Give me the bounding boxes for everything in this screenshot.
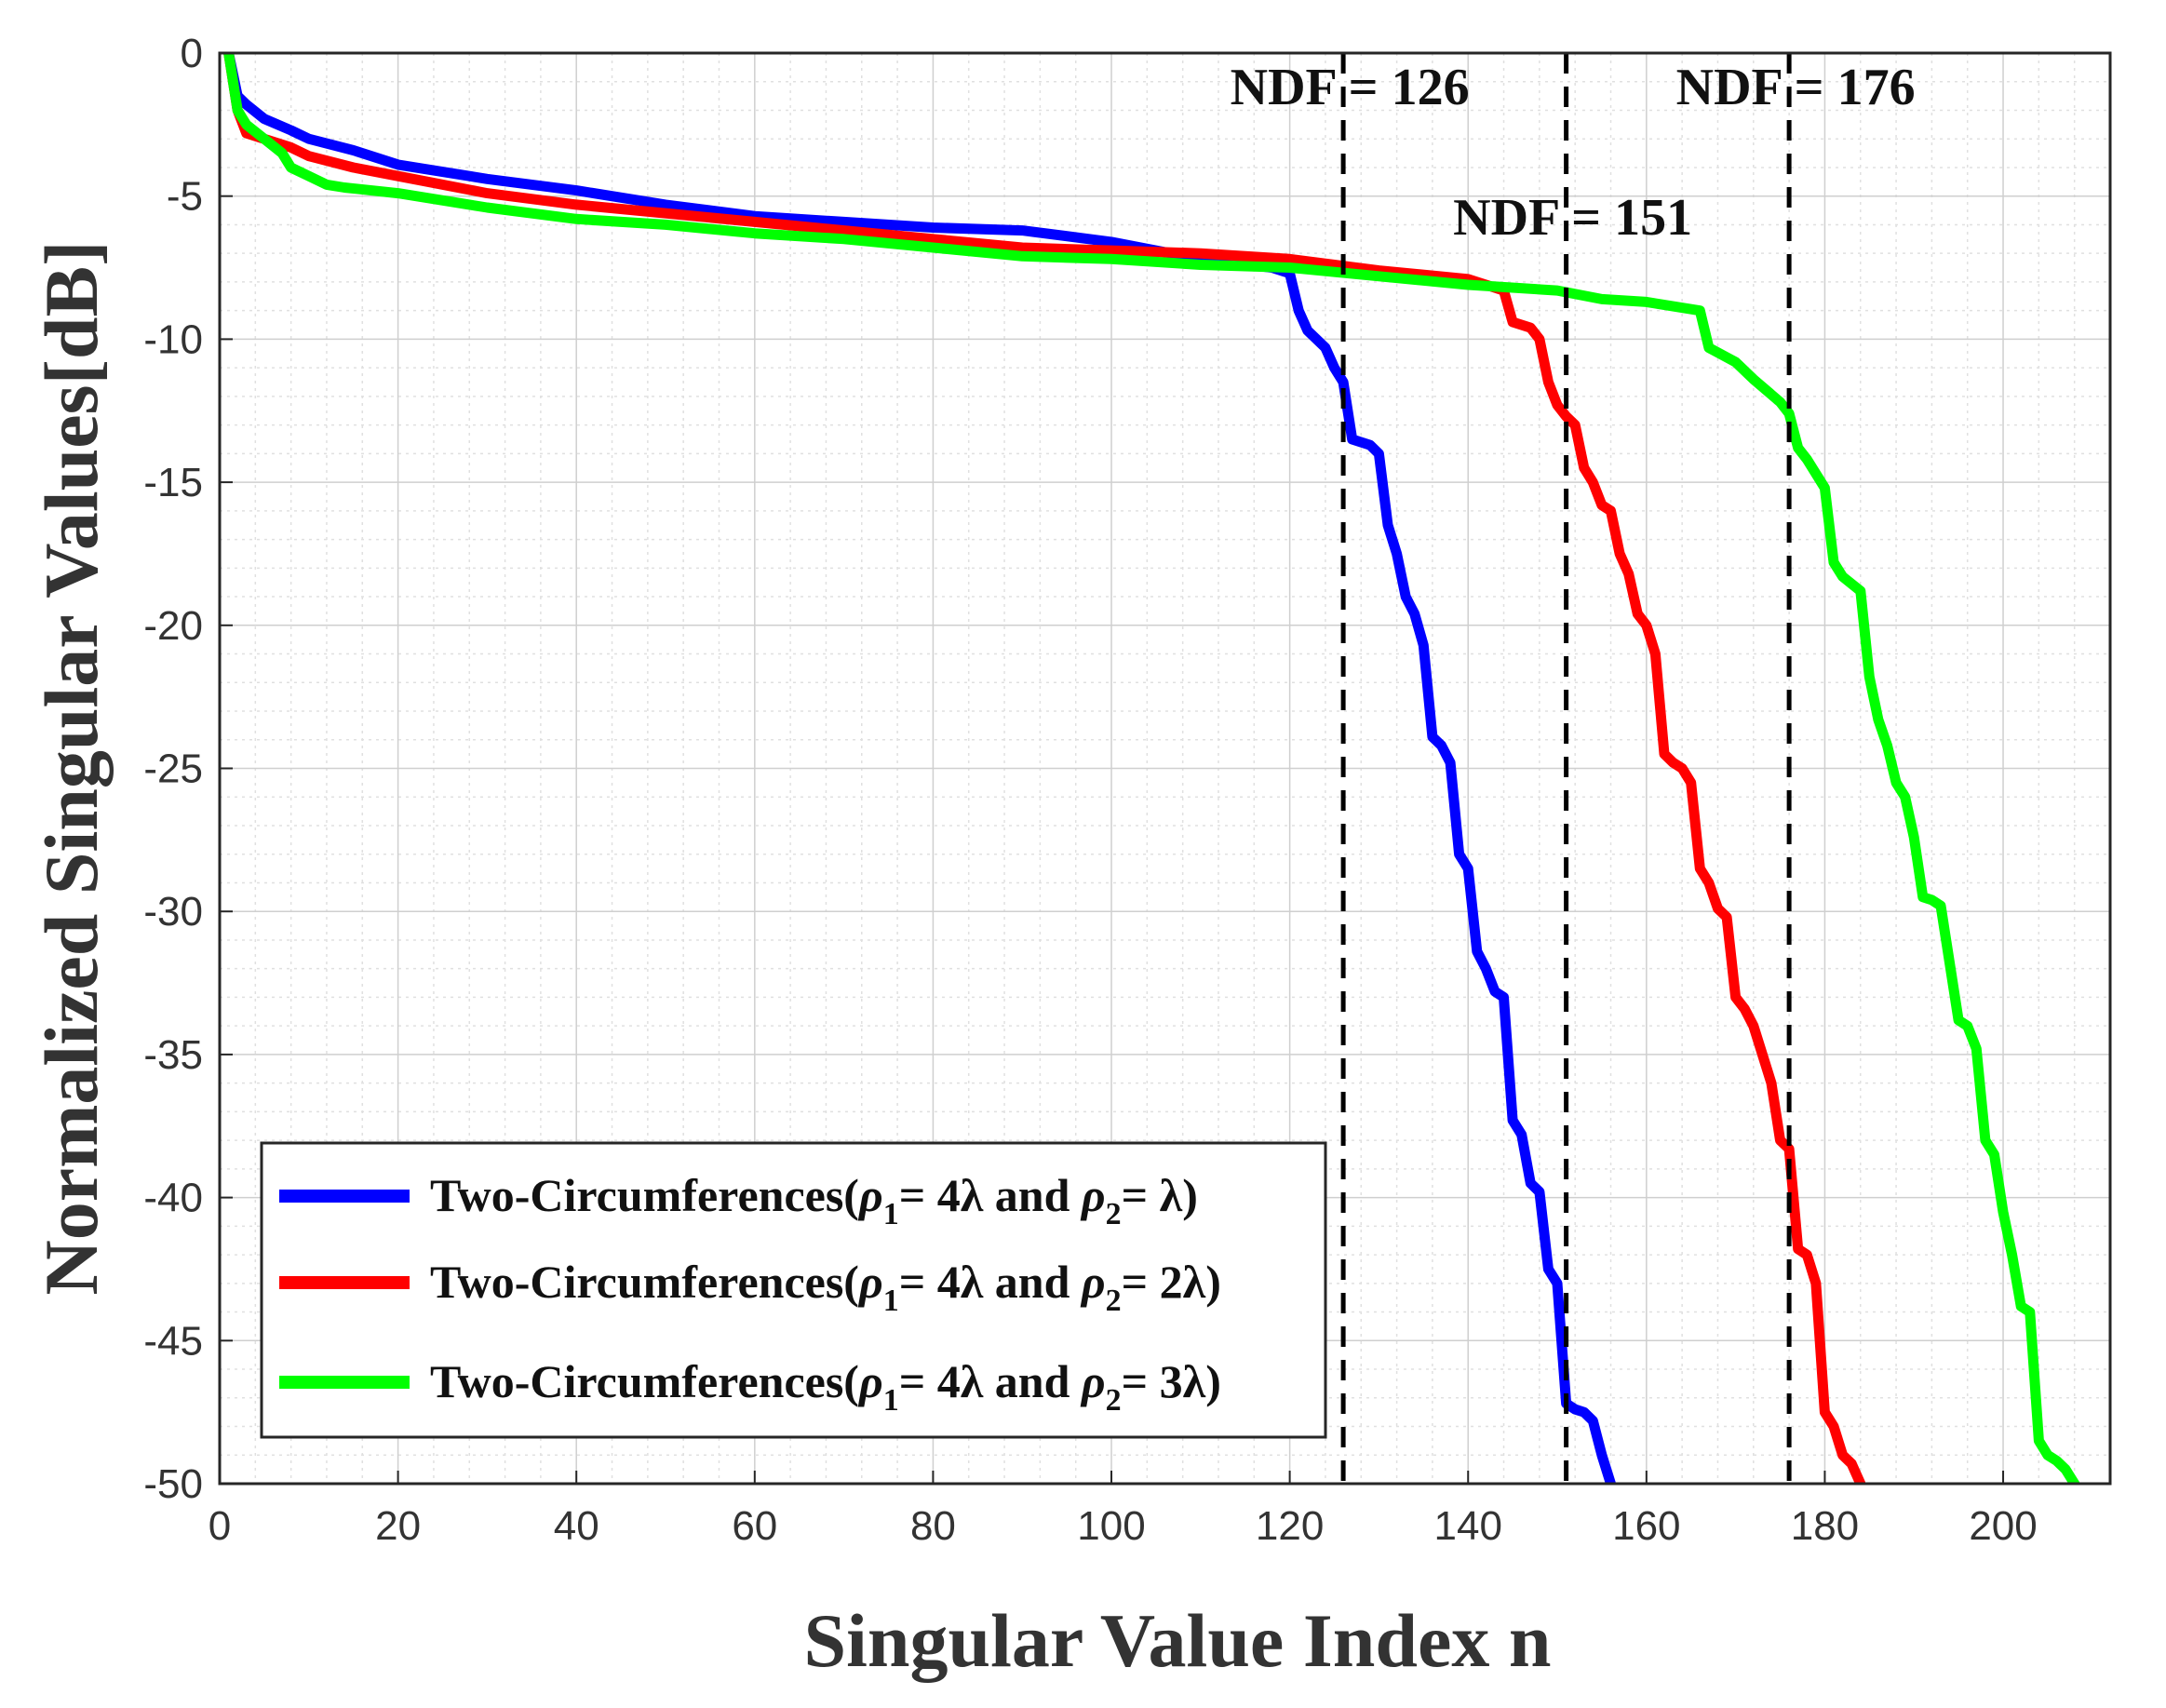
x-tick-label: 140 [1434, 1503, 1502, 1549]
x-tick-label: 20 [375, 1503, 421, 1549]
legend-label-green: Two-Circumferences(ρ1= 4λ and ρ2= 3λ) [430, 1355, 1221, 1418]
y-tick-label: -50 [143, 1461, 203, 1507]
y-axis-title: Normalized Singular Values[dB] [29, 241, 114, 1296]
ndf-label: NDF = 126 [1231, 59, 1470, 116]
legend-label-red: Two-Circumferences(ρ1= 4λ and ρ2= 2λ) [430, 1256, 1221, 1318]
x-tick-label: 40 [554, 1503, 599, 1549]
ndf-label: NDF = 151 [1453, 189, 1692, 247]
y-tick-label: -15 [143, 460, 203, 505]
y-tick-label: -20 [143, 603, 203, 649]
series-line-red [223, 53, 1866, 1484]
y-tick-label: -30 [143, 889, 203, 935]
legend-box [260, 1141, 1327, 1439]
y-tick-label: 0 [181, 31, 203, 76]
x-axis-title: Singular Value Index n [804, 1598, 1552, 1683]
y-tick-label: -45 [143, 1318, 203, 1364]
y-tick-label: -10 [143, 316, 203, 362]
x-tick-label: 100 [1077, 1503, 1145, 1549]
ndf-label: NDF = 176 [1676, 59, 1916, 116]
x-axis-ticks: 0 20 40 60 80 100 120 140 160 180 200 [209, 1471, 2038, 1549]
x-tick-label: 180 [1791, 1503, 1859, 1549]
x-tick-label: 200 [1969, 1503, 2037, 1549]
x-tick-label: 60 [732, 1503, 777, 1549]
legend-label-blue: Two-Circumferences(ρ1= 4λ and ρ2= λ) [430, 1169, 1198, 1231]
y-tick-label: -5 [167, 174, 203, 220]
series-line-green [223, 53, 2081, 1484]
y-tick-label: -35 [143, 1032, 203, 1078]
x-tick-label: 160 [1612, 1503, 1680, 1549]
y-axis-ticks: 0 -5 -10 -15 -20 -25 -30 -35 -40 -45 -50 [143, 31, 233, 1507]
series-layer [223, 53, 2081, 1484]
x-tick-label: 0 [209, 1503, 231, 1549]
series-line-blue [223, 53, 1617, 1484]
y-tick-label: -25 [143, 746, 203, 792]
reference-lines [1340, 53, 1792, 1484]
x-tick-label: 80 [910, 1503, 956, 1549]
legend: Two-Circumferences(ρ1= 4λ and ρ2= λ) Two-… [260, 1141, 1327, 1439]
reference-labels: NDF = 126 NDF = 151 NDF = 176 [1231, 59, 1916, 247]
x-tick-label: 120 [1256, 1503, 1324, 1549]
y-tick-label: -40 [143, 1176, 203, 1221]
